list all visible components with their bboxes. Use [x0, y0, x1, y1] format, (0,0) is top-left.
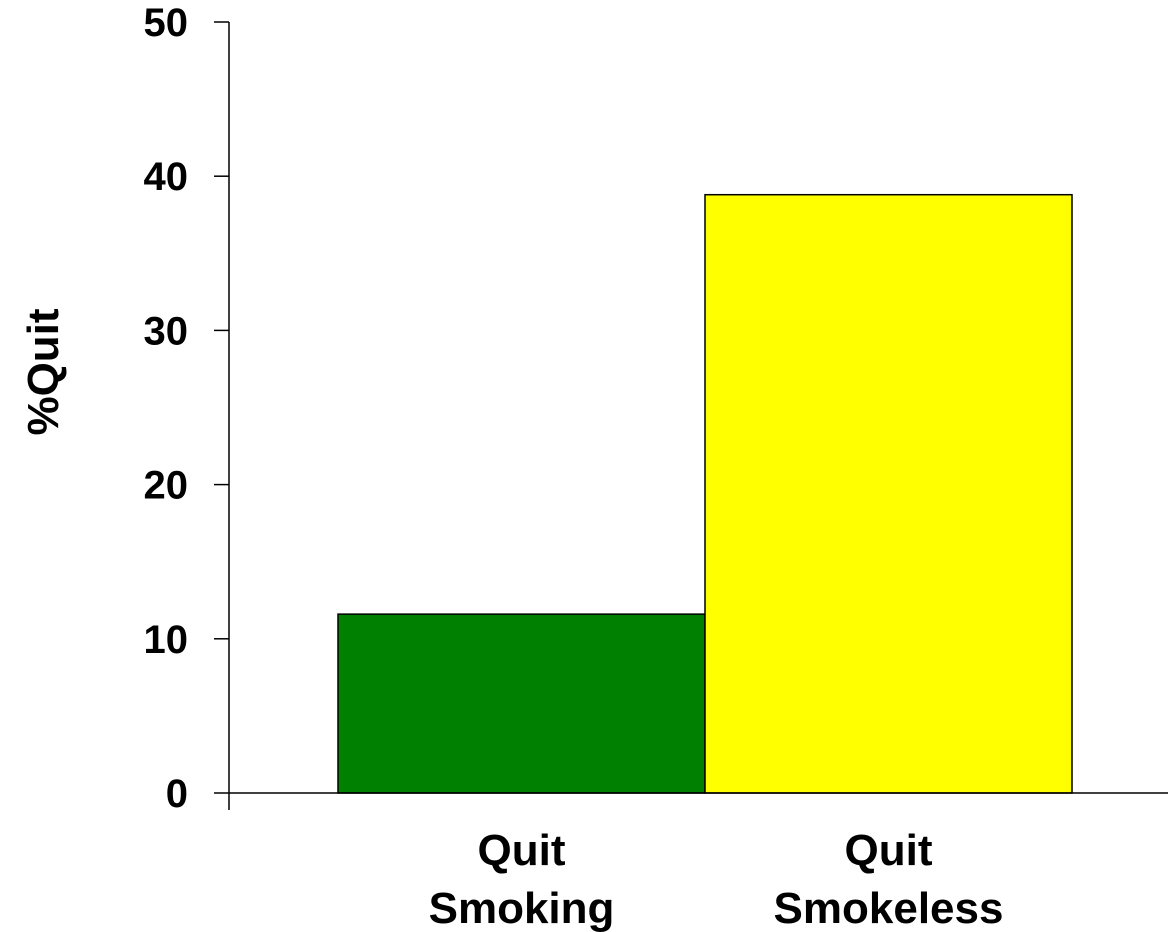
x-axis: Quit Smoking Quit Smokeless — [229, 792, 1168, 932]
x-tick-label-line: Smoking — [429, 884, 615, 932]
y-tick-label: 20 — [144, 464, 189, 508]
bar-1 — [704, 193, 1073, 794]
y-tick-label: 0 — [166, 772, 188, 816]
x-tick-label: Quit Smokeless — [774, 826, 1004, 932]
x-tick-label-line: Quit — [845, 826, 933, 875]
x-tick-label: Quit Smoking — [429, 826, 615, 932]
y-tick-label: 40 — [144, 155, 189, 199]
y-axis-label: %Quit — [19, 308, 68, 435]
bar-0 — [337, 613, 706, 794]
y-tick-label: 30 — [144, 309, 189, 353]
y-axis: 0 10 20 30 40 50 — [144, 1, 230, 816]
y-tick-label: 50 — [144, 1, 189, 45]
x-tick-label-line: Quit — [478, 826, 566, 875]
bars — [337, 193, 1073, 794]
x-tick-label-line: Smokeless — [774, 884, 1004, 932]
y-tick-label: 10 — [144, 618, 189, 662]
